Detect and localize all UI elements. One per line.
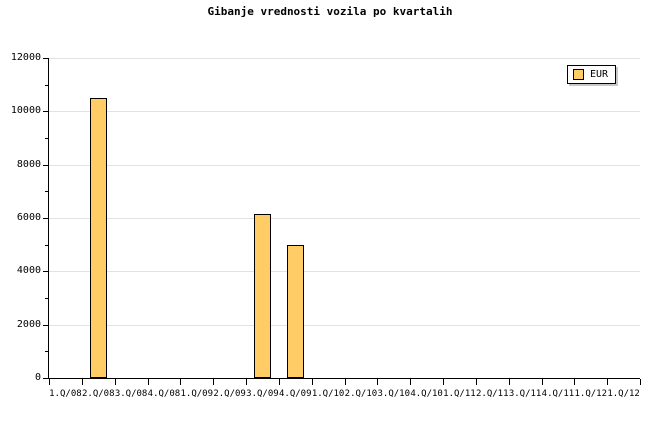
- y-tick-major: [43, 58, 49, 59]
- x-tick: [115, 379, 116, 385]
- y-tick-minor: [45, 138, 49, 139]
- x-tick: [574, 379, 575, 385]
- y-tick-minor: [45, 191, 49, 193]
- x-tick: [180, 379, 181, 385]
- x-tick: [509, 379, 510, 385]
- y-axis-label: 12000: [10, 52, 41, 63]
- x-axis-label: 4.Q/11: [541, 389, 575, 399]
- y-tick-minor: [45, 84, 49, 86]
- x-axis-label: 2.Q/11: [475, 389, 509, 399]
- chart-title: Gibanje vrednosti vozila po kvartalih: [207, 5, 453, 18]
- x-tick: [377, 379, 378, 385]
- y-tick-major: [43, 164, 49, 166]
- x-tick: [410, 379, 411, 385]
- legend-swatch-eur: [573, 69, 584, 80]
- y-axis-label: 8000: [16, 158, 41, 170]
- gridline: [49, 58, 640, 59]
- y-tick-major: [43, 324, 49, 326]
- bar[interactable]: [89, 98, 107, 378]
- x-tick: [82, 379, 83, 385]
- y-tick-major: [43, 271, 49, 273]
- x-axis-label: 1.Q/10: [311, 389, 345, 399]
- x-tick: [213, 379, 214, 385]
- x-axis-label: 3.Q/11: [508, 389, 542, 399]
- gridline: [49, 271, 640, 273]
- x-axis-label: 2.Q/10: [344, 389, 378, 399]
- bar[interactable]: [253, 214, 271, 378]
- legend[interactable]: EUR: [567, 65, 617, 84]
- x-axis-label: 4.Q/08: [147, 389, 181, 399]
- gridline: [49, 218, 640, 219]
- x-tick: [476, 379, 477, 385]
- x-tick: [607, 379, 608, 385]
- gridline: [49, 111, 640, 113]
- y-tick-minor: [45, 244, 49, 246]
- gridlines: [49, 58, 640, 378]
- x-tick: [640, 379, 641, 385]
- x-axis-line: [48, 378, 640, 379]
- y-tick-minor: [45, 298, 49, 299]
- bar[interactable]: [286, 244, 304, 378]
- plot-area: [49, 58, 640, 378]
- y-axis-label: 6000: [16, 212, 41, 223]
- x-tick: [542, 379, 543, 385]
- y-tick-minor: [45, 351, 49, 353]
- y-axis-label: 4000: [16, 265, 41, 277]
- y-tick-major: [43, 111, 49, 113]
- x-tick: [312, 379, 313, 385]
- x-axis-label: 4.Q/10: [410, 389, 443, 399]
- x-tick: [443, 379, 444, 385]
- x-axis-label: 3.Q/09: [246, 389, 279, 399]
- x-axis-label: 1.Q/12: [607, 389, 640, 399]
- legend-label-eur: EUR: [590, 69, 609, 80]
- x-tick: [279, 379, 280, 385]
- x-axis-label: 1.Q/11: [443, 389, 476, 399]
- x-axis-label: 1.Q/08: [49, 389, 82, 399]
- x-axis-label: 2.Q/08: [81, 389, 115, 399]
- x-axis-label: 3.Q/10: [377, 389, 411, 399]
- gridline: [49, 164, 640, 166]
- x-axis-label: 4.Q/09: [278, 389, 312, 399]
- x-tick: [246, 379, 247, 385]
- x-axis-label: 2.Q/09: [213, 389, 246, 399]
- x-tick: [148, 379, 149, 385]
- y-tick-major: [43, 378, 49, 379]
- x-axis-label: 3.Q/08: [114, 389, 148, 399]
- y-tick-major: [43, 218, 49, 219]
- x-tick: [345, 379, 346, 385]
- y-axis-label: 0: [34, 372, 41, 383]
- gridline: [49, 324, 640, 326]
- x-axis-label: 1.Q/09: [180, 389, 214, 399]
- y-axis-label: 10000: [10, 105, 41, 117]
- x-axis-label: 1.Q/12: [574, 389, 608, 399]
- x-tick: [49, 379, 50, 385]
- y-axis-label: 2000: [16, 318, 41, 330]
- bars: [49, 58, 640, 378]
